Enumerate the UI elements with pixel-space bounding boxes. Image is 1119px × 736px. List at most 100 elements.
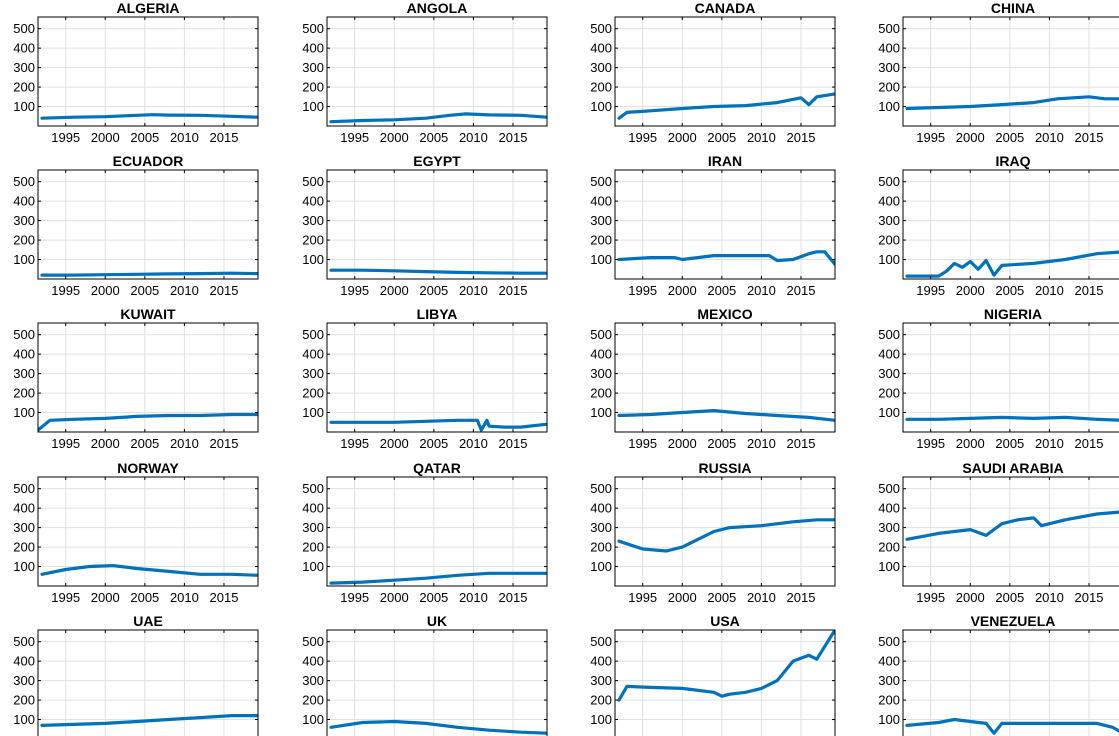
x-tick-label: 2015 — [210, 436, 239, 451]
axes-box — [326, 476, 548, 587]
y-tick-label: 500 — [590, 21, 612, 36]
y-tick-label: 100 — [13, 559, 35, 574]
subplot-title: UAE — [133, 613, 163, 629]
x-tick-label: 2015 — [499, 590, 528, 605]
y-tick-label: 400 — [878, 194, 900, 209]
x-tick-label: 2015 — [1075, 283, 1104, 298]
subplot-title: RUSSIA — [699, 460, 752, 476]
y-tick-label: 100 — [302, 99, 324, 114]
series-line — [38, 412, 258, 432]
series-line — [40, 113, 258, 120]
x-tick-label: 2010 — [459, 436, 488, 451]
axes-box — [37, 169, 259, 280]
y-tick-label: 100 — [590, 252, 612, 267]
x-tick-label: 1995 — [51, 590, 80, 605]
subplot-title: USA — [710, 613, 740, 629]
y-tick-label: 300 — [878, 213, 900, 228]
y-tick-label: 400 — [302, 41, 324, 56]
x-tick-label: 1995 — [916, 130, 945, 145]
subplot-title: NIGERIA — [984, 306, 1042, 322]
y-tick-label: 300 — [302, 213, 324, 228]
y-tick-label: 300 — [590, 60, 612, 75]
axes-box — [37, 476, 259, 587]
subplot-title: KUWAIT — [120, 306, 176, 322]
subplot-title: IRAQ — [996, 153, 1031, 169]
y-tick-label: 200 — [13, 80, 35, 95]
axes-box — [902, 169, 1119, 280]
series-line — [40, 713, 258, 728]
subplot-canada: CANADA 100 200 300 400 500 1995 2000 2005 2010 201… — [590, 0, 836, 145]
y-tick-label: 200 — [590, 540, 612, 555]
y-tick-label: 200 — [878, 693, 900, 708]
y-tick-label: 400 — [302, 194, 324, 209]
subplot-iran: IRAN 100 200 300 400 500 1995 2000 2005 2010 2015 — [590, 153, 836, 298]
y-tick-label: 200 — [878, 80, 900, 95]
x-tick-label: 2015 — [787, 130, 816, 145]
x-tick-label: 2010 — [747, 283, 776, 298]
series-line — [617, 518, 835, 553]
y-tick-label: 500 — [878, 481, 900, 496]
x-tick-label: 2005 — [130, 130, 159, 145]
y-tick-label: 400 — [878, 654, 900, 669]
subplot-title: ECUADOR — [113, 153, 184, 169]
axes-box — [614, 322, 836, 433]
x-tick-label: 2005 — [707, 130, 736, 145]
y-tick-label: 500 — [590, 174, 612, 189]
x-tick-label: 1995 — [51, 436, 80, 451]
y-tick-label: 100 — [13, 712, 35, 727]
axes-box — [614, 169, 836, 280]
y-tick-label: 500 — [878, 21, 900, 36]
y-tick-label: 200 — [590, 693, 612, 708]
subplot-venezuela: VENEZUELA1002003004005001995200020052010… — [878, 613, 1119, 736]
series-line — [329, 571, 547, 585]
y-tick-label: 300 — [590, 366, 612, 381]
subplot-norway: NORWAY 100 200 300 400 500 1995 2000 2005 2010 201… — [13, 460, 259, 605]
y-tick-label: 300 — [13, 213, 35, 228]
y-tick-label: 100 — [302, 559, 324, 574]
x-tick-label: 2000 — [956, 436, 985, 451]
y-tick-label: 100 — [878, 712, 900, 727]
y-tick-label: 500 — [878, 634, 900, 649]
subplot-china: CHINA 100 200 300 400 500 1995 2000 2005 2010 2015 — [878, 0, 1119, 145]
y-tick-label: 400 — [13, 654, 35, 669]
y-tick-label: 100 — [302, 712, 324, 727]
x-tick-label: 2005 — [130, 436, 159, 451]
y-tick-label: 300 — [13, 673, 35, 688]
x-tick-label: 1995 — [340, 130, 369, 145]
x-tick-label: 2010 — [1035, 283, 1064, 298]
x-tick-label: 1995 — [916, 590, 945, 605]
x-tick-label: 2000 — [380, 436, 409, 451]
y-tick-label: 200 — [878, 386, 900, 401]
x-tick-label: 2010 — [459, 130, 488, 145]
y-tick-label: 400 — [590, 501, 612, 516]
y-tick-label: 400 — [590, 347, 612, 362]
x-tick-label: 1995 — [628, 590, 657, 605]
y-tick-label: 500 — [302, 634, 324, 649]
y-tick-label: 500 — [878, 174, 900, 189]
axes-box — [614, 16, 836, 127]
x-tick-label: 1995 — [340, 590, 369, 605]
x-tick-label: 2015 — [787, 590, 816, 605]
y-tick-label: 500 — [302, 481, 324, 496]
x-tick-label: 2005 — [995, 283, 1024, 298]
subplot-title: VENEZUELA — [971, 613, 1056, 629]
y-tick-label: 300 — [878, 673, 900, 688]
y-tick-label: 400 — [13, 194, 35, 209]
x-tick-label: 2010 — [170, 130, 199, 145]
subplot-russia: RUSSIA 100 200 300 400 500 1995 2000 2005 2010 201… — [590, 460, 836, 605]
x-tick-label: 2000 — [668, 590, 697, 605]
y-tick-label: 500 — [13, 634, 35, 649]
y-tick-label: 100 — [878, 99, 900, 114]
y-tick-label: 500 — [13, 481, 35, 496]
x-tick-label: 2010 — [747, 590, 776, 605]
axes-box — [614, 476, 836, 587]
x-tick-label: 1995 — [916, 436, 945, 451]
x-tick-label: 2010 — [170, 436, 199, 451]
x-tick-label: 1995 — [628, 283, 657, 298]
y-tick-label: 200 — [302, 693, 324, 708]
subplot-mexico: MEXICO 100 200 300 400 500 1995 2000 2005 2010 201… — [590, 306, 836, 451]
x-tick-label: 2010 — [459, 283, 488, 298]
y-tick-label: 100 — [302, 252, 324, 267]
axes-box — [902, 322, 1119, 433]
axes-box — [326, 169, 548, 280]
